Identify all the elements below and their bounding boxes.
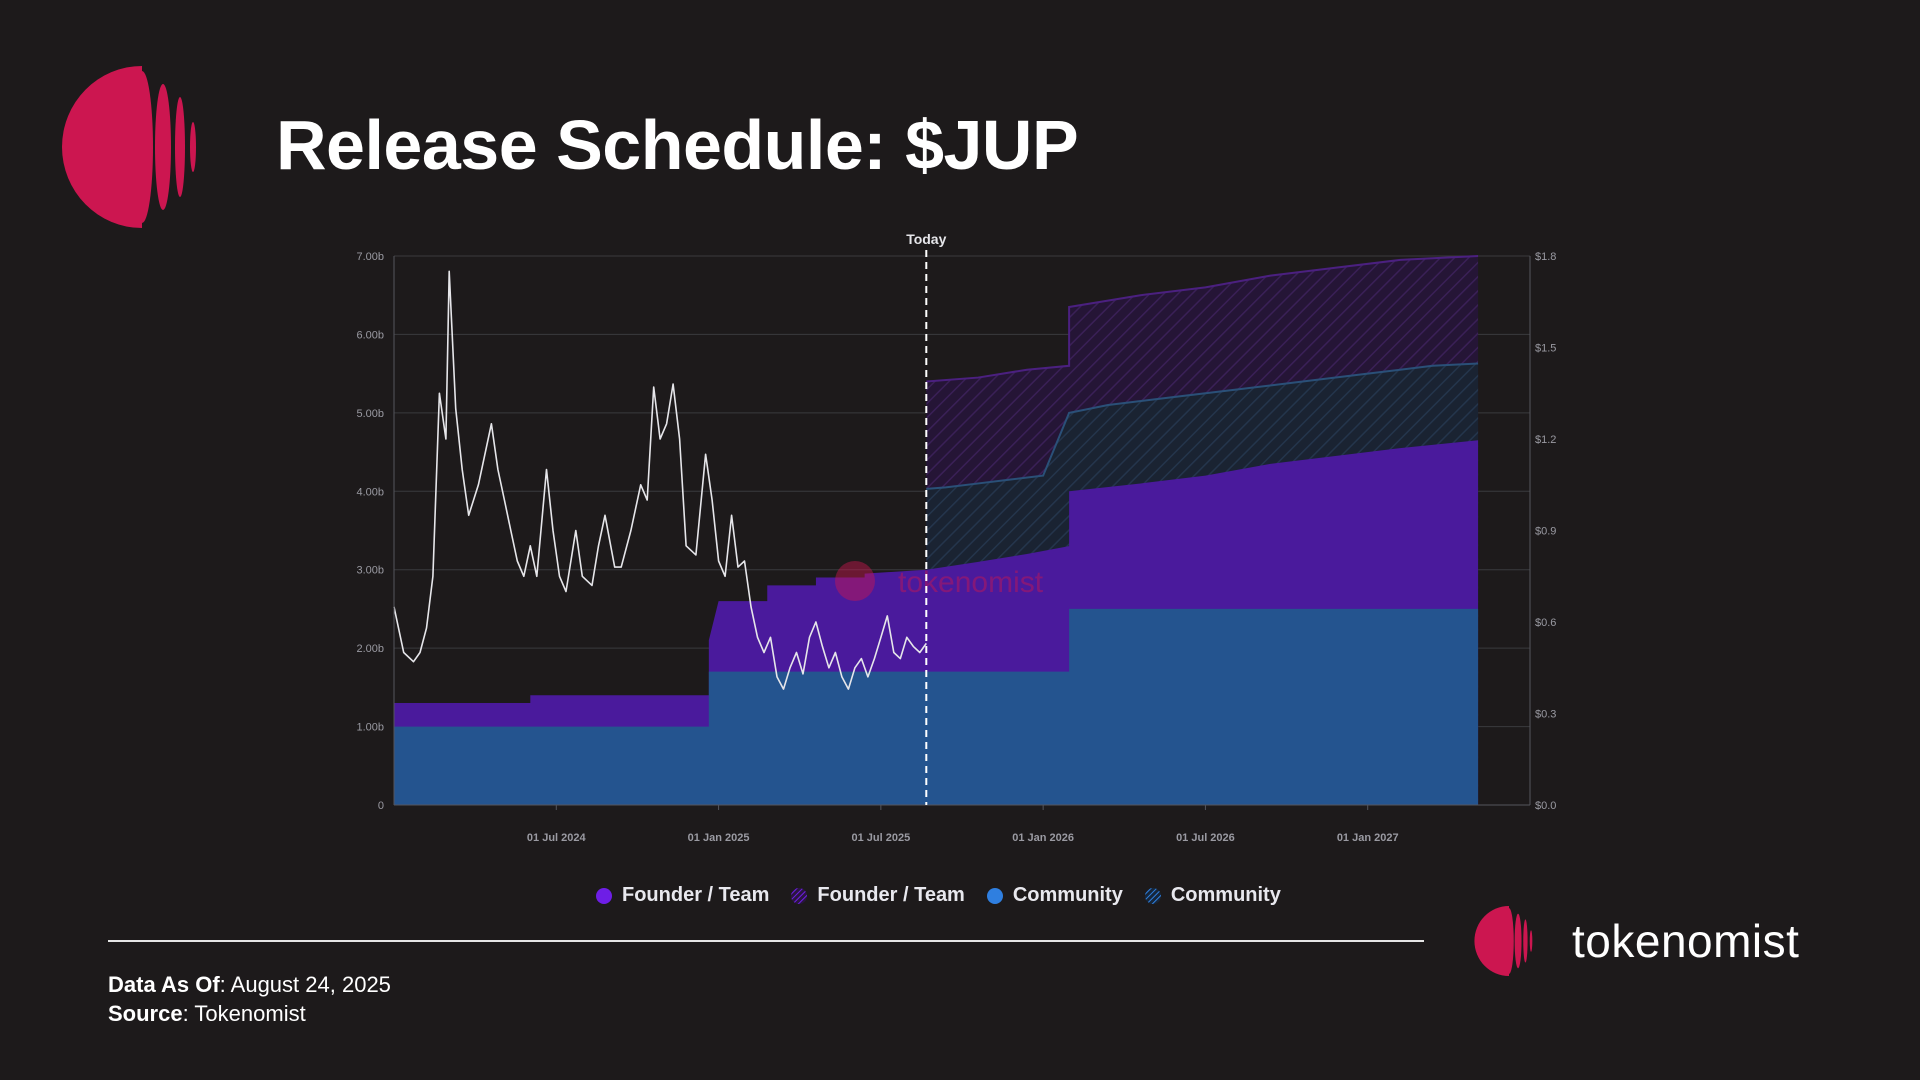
y-left-tick-label: 5.00b bbox=[356, 408, 384, 420]
y-left-tick-label: 4.00b bbox=[356, 486, 384, 498]
page-title: Release Schedule: $JUP bbox=[276, 106, 1079, 184]
tokenomist-logo-icon bbox=[1474, 906, 1533, 976]
legend-community-solid[interactable]: Community bbox=[986, 884, 1123, 907]
legend-swatch-hatched-icon bbox=[791, 887, 808, 904]
watermark-logo-icon bbox=[835, 561, 875, 601]
legend-label: Community bbox=[1170, 884, 1281, 906]
legend-community-hatched[interactable]: Community bbox=[1144, 884, 1281, 907]
price-line bbox=[393, 270, 927, 690]
legend-label: Founder / Team bbox=[622, 884, 770, 906]
y-left-tick-label: 6.00b bbox=[356, 329, 384, 341]
x-tick-label: 01 Jul 2024 bbox=[527, 832, 587, 844]
legend-swatch-hatched-icon bbox=[1144, 887, 1161, 904]
legend-founder-team-solid[interactable]: Founder / Team bbox=[596, 884, 769, 907]
y-left-tick-label: 2.00b bbox=[356, 643, 384, 655]
legend-label: Community bbox=[1012, 884, 1123, 906]
price-line-layer bbox=[393, 270, 927, 690]
y-right-tick-label: $0.3 bbox=[1535, 709, 1556, 721]
brand-logo: tokenomist bbox=[1474, 906, 1799, 976]
footer-divider bbox=[108, 940, 1424, 942]
legend-swatch-icon bbox=[986, 887, 1003, 904]
y-left-tick-label: 7.00b bbox=[356, 251, 384, 263]
source: Source: Tokenomist bbox=[108, 1001, 306, 1026]
y-left-tick-label: 3.00b bbox=[356, 565, 384, 577]
x-tick-label: 01 Jul 2026 bbox=[1176, 832, 1235, 844]
line-community-projected bbox=[926, 362, 1479, 490]
area-layer bbox=[394, 255, 1479, 805]
chart-legend: Founder / Team Founder / Team Community … bbox=[596, 884, 1281, 907]
y-right-tick-label: $1.2 bbox=[1535, 434, 1556, 446]
y-left-tick-label: 0 bbox=[378, 800, 384, 812]
y-right-tick-label: $0.6 bbox=[1535, 617, 1556, 629]
legend-swatch-icon bbox=[596, 887, 612, 904]
legend-founder-team-hatched[interactable]: Founder / Team bbox=[791, 884, 965, 907]
brand-name: tokenomist bbox=[1572, 915, 1800, 967]
x-tick-label: 01 Jan 2026 bbox=[1012, 832, 1074, 844]
axes: 0 1.00b 2.00b 3.00b 4.00b 5.00b 6.00b 7.00b $0.0… bbox=[356, 251, 1556, 844]
today-label: Today bbox=[906, 231, 946, 247]
y-right-tick-label: $1.5 bbox=[1535, 343, 1556, 355]
area-community bbox=[394, 608, 1479, 805]
x-tick-label: 01 Jan 2027 bbox=[1337, 832, 1399, 844]
watermark: tokenomist bbox=[835, 561, 1044, 601]
y-right-tick-label: $0.0 bbox=[1535, 800, 1556, 812]
footer: Data As Of: August 24, 2025 Source: Toke… bbox=[108, 970, 391, 1028]
y-right-tick-label: $0.9 bbox=[1535, 526, 1556, 538]
line-founder-team-projected bbox=[926, 255, 1479, 383]
data-as-of: Data As Of: August 24, 2025 bbox=[108, 972, 391, 997]
x-tick-label: 01 Jul 2025 bbox=[851, 832, 910, 844]
y-right-tick-label: $1.8 bbox=[1535, 251, 1556, 263]
y-left-tick-label: 1.00b bbox=[356, 722, 384, 734]
today-marker: Today bbox=[906, 231, 947, 805]
brand-logo-mark bbox=[62, 66, 196, 228]
legend-label: Founder / Team bbox=[817, 884, 965, 906]
x-tick-label: 01 Jan 2025 bbox=[688, 832, 750, 844]
watermark-text: tokenomist bbox=[898, 566, 1044, 599]
